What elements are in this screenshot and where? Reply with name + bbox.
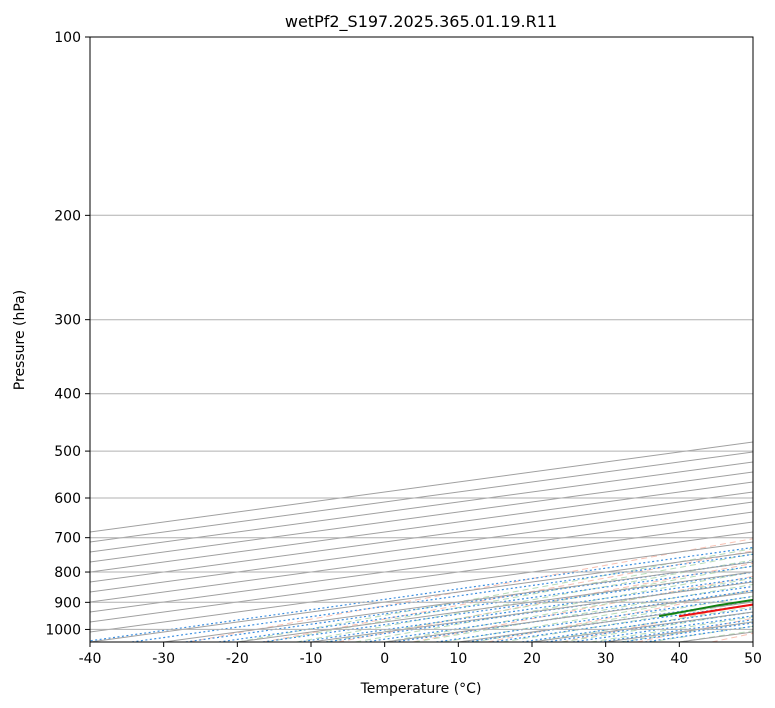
x-tick-label: 30 <box>597 651 615 667</box>
y-tick-label: 1000 <box>45 622 81 638</box>
y-tick-label: 500 <box>54 444 81 460</box>
x-tick-label: 0 <box>380 651 389 667</box>
y-tick-label: 800 <box>54 565 81 581</box>
mixing-ratio-line <box>218 565 753 642</box>
isotherm-line <box>90 451 753 543</box>
moist-adiabat-line <box>325 565 753 642</box>
y-tick-label: 900 <box>54 595 81 611</box>
y-tick-label: 300 <box>54 313 81 329</box>
y-tick-label: 200 <box>54 208 81 224</box>
plot-area <box>90 37 753 642</box>
plot-frame <box>89 36 754 643</box>
moist-adiabat-line <box>296 559 753 642</box>
x-tick-label: -10 <box>300 651 323 667</box>
x-tick-label: 50 <box>744 651 762 667</box>
x-tick-label: 10 <box>449 651 467 667</box>
isotherm-line <box>90 501 753 593</box>
y-axis: 100 200 300 400 500 600 700 800 900 1000 <box>45 30 90 638</box>
mixing-ratio-line <box>131 553 753 642</box>
y-tick-label: 400 <box>54 387 81 403</box>
mixing-ratio-line <box>90 546 753 642</box>
mixing-ratio-line <box>262 571 753 642</box>
moist-adiabat-line <box>266 553 753 642</box>
isotherm-line <box>90 521 753 613</box>
x-tick-label: -40 <box>79 651 102 667</box>
dry-adiabat-line <box>188 538 753 642</box>
moist-adiabat-line <box>473 595 753 642</box>
isotherm-line <box>90 461 753 553</box>
dry-adiabat-line <box>412 575 753 642</box>
x-tick-label: 20 <box>523 651 541 667</box>
isotherm-line <box>90 481 753 573</box>
y-tick-label: 700 <box>54 531 81 547</box>
isotherm-line <box>90 511 753 603</box>
mixing-ratio-line <box>299 576 753 642</box>
x-axis: -40 -30 -20 -10 0 10 20 30 40 50 <box>79 642 762 667</box>
mixing-ratio-line <box>185 561 753 642</box>
grid-lines <box>90 37 753 642</box>
x-tick-label: 40 <box>670 651 688 667</box>
x-axis-label: Temperature (°C) <box>360 681 482 697</box>
chart-title: wetPf2_S197.2025.365.01.19.R11 <box>285 12 557 32</box>
isotherm-line <box>90 531 753 623</box>
x-tick-label: -30 <box>152 651 175 667</box>
y-tick-label: 600 <box>54 491 81 507</box>
isotherm-line <box>90 471 753 563</box>
mixing-ratio-line <box>572 615 753 642</box>
x-tick-label: -20 <box>226 651 249 667</box>
isotherm-line <box>90 491 753 583</box>
y-tick-label: 100 <box>54 30 81 46</box>
moist-adiabat-line <box>414 583 753 642</box>
y-axis-label: Pressure (hPa) <box>12 290 28 390</box>
